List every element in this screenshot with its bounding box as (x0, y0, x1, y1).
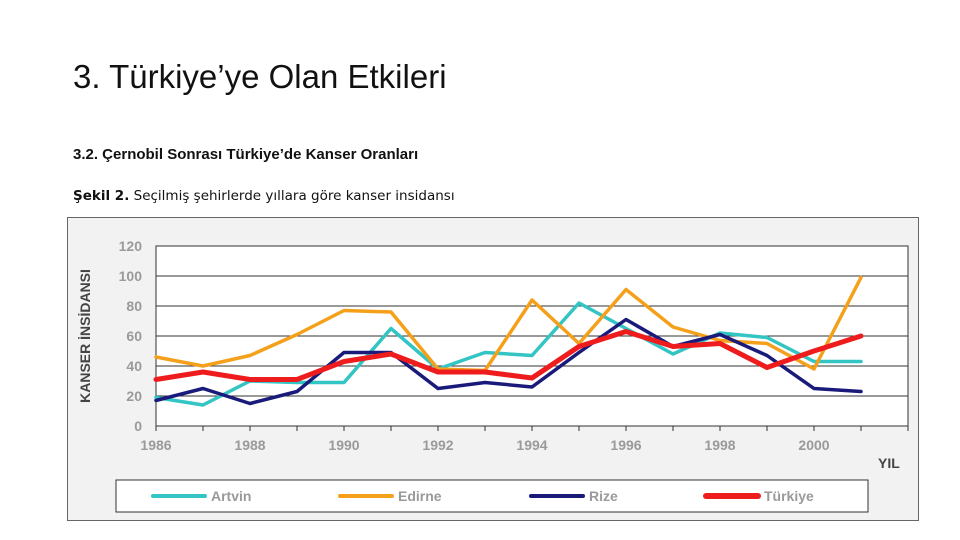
chart-frame: 0 20 40 60 80 100 120 1986 1988 1990 1992 1994 1996… (67, 217, 919, 521)
section-heading: 3.2. Çernobil Sonrası Türkiye’de Kanser … (73, 146, 419, 163)
y-axis-title: KANSER İNSİDANSI (77, 269, 93, 403)
y-tick-label: 60 (126, 328, 142, 344)
y-tick-label: 20 (126, 388, 142, 404)
x-axis-title: YIL (878, 455, 900, 471)
chart-svg: 0 20 40 60 80 100 120 1986 1988 1990 1992 1994 1996… (77, 238, 909, 513)
figure-caption-number: Şekil 2. (73, 188, 130, 204)
figure-caption-text: Seçilmiş şehirlerde yıllara göre kanser … (129, 188, 455, 204)
x-tick-label: 1996 (610, 437, 641, 453)
y-tick-label: 80 (126, 298, 142, 314)
y-tick-label: 0 (134, 418, 142, 434)
slide-title: 3. Türkiye’ye Olan Etkileri (73, 58, 447, 95)
x-tick-label: 1986 (140, 437, 171, 453)
legend-label-1: Edirne (398, 488, 442, 504)
legend-label-3: Türkiye (764, 488, 814, 504)
legend-label-2: Rize (589, 488, 618, 504)
x-tick-label: 1992 (422, 437, 453, 453)
x-tick-label: 1990 (328, 437, 359, 453)
y-tick-label: 40 (126, 358, 142, 374)
x-tick-labels: 1986 1988 1990 1992 1994 1996 1998 2000 (140, 426, 909, 453)
series-line-3 (153, 329, 864, 382)
series-line-1 (154, 275, 863, 373)
y-tick-label: 100 (119, 268, 143, 284)
legend-label-0: Artvin (211, 488, 251, 504)
x-tick-label: 1994 (516, 437, 547, 453)
y-tick-labels: 0 20 40 60 80 100 120 (119, 238, 143, 434)
series-lines (153, 275, 864, 407)
series-line-2 (154, 317, 863, 406)
legend: Artvin Edirne Rize Türkiye (151, 488, 814, 504)
x-tick-label: 1988 (234, 437, 265, 453)
x-tick-label: 1998 (704, 437, 735, 453)
x-tick-label: 2000 (798, 437, 829, 453)
y-tick-label: 120 (119, 238, 143, 254)
figure-caption: Şekil 2. Seçilmiş şehirlerde yıllara gör… (73, 188, 455, 204)
